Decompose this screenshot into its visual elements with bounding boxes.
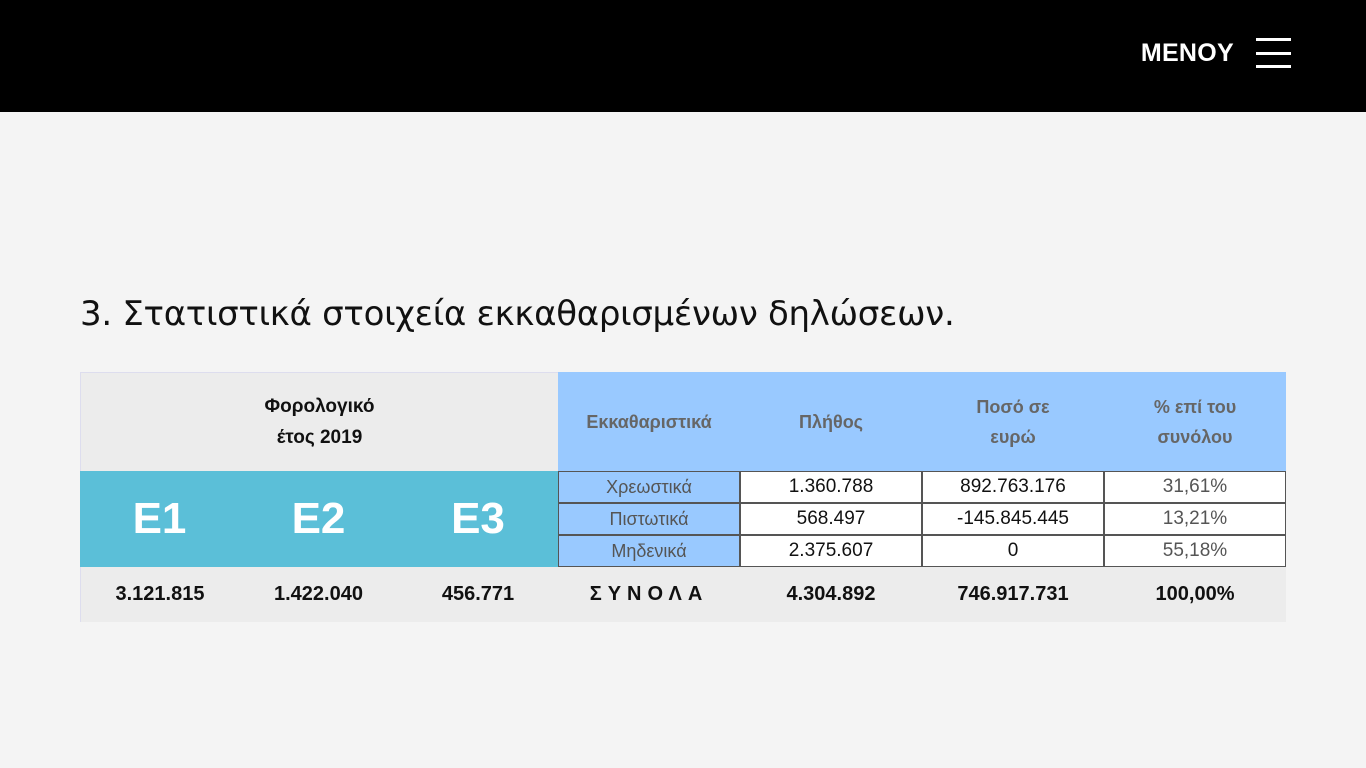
total-percent: 100,00%: [1104, 567, 1286, 622]
menu-button[interactable]: MENOY: [1141, 38, 1291, 68]
row-percent: 13,21%: [1104, 503, 1286, 535]
header-count: Πλήθος: [740, 372, 922, 471]
row-type: Μηδενικά: [558, 535, 740, 567]
total-e2: 1.422.040: [239, 567, 398, 622]
row-type: Πιστωτικά: [558, 503, 740, 535]
row-count: 568.497: [740, 503, 922, 535]
top-bar: MENOY: [0, 0, 1366, 112]
tax-year-header: Φορολογικό έτος 2019: [80, 372, 558, 471]
header-percent-line1: % επί του: [1153, 396, 1237, 417]
row-amount: 0: [922, 535, 1104, 567]
header-amount: Ποσό σε ευρώ: [922, 372, 1104, 471]
total-e3: 456.771: [398, 567, 558, 622]
header-amount-line1: Ποσό σε: [976, 396, 1050, 417]
total-count: 4.304.892: [740, 567, 922, 622]
tax-year-label: Φορολογικό: [264, 396, 375, 417]
row-percent: 55,18%: [1104, 535, 1286, 567]
header-amount-line2: ευρώ: [990, 426, 1036, 447]
section-title: 3. Στατιστικά στοιχεία εκκαθαρισμένων δη…: [80, 294, 955, 335]
header-percent: % επί του συνόλου: [1104, 372, 1286, 471]
header-percent-line2: συνόλου: [1157, 426, 1233, 447]
row-type: Χρεωστικά: [558, 471, 740, 503]
row-count: 1.360.788: [740, 471, 922, 503]
row-amount: -145.845.445: [922, 503, 1104, 535]
menu-label: MENOY: [1140, 38, 1234, 67]
header-type: Εκκαθαριστικά: [558, 372, 740, 471]
total-e1: 3.121.815: [80, 567, 239, 622]
form-e2: E2: [239, 471, 398, 567]
form-e1: E1: [80, 471, 239, 567]
total-amount: 746.917.731: [922, 567, 1104, 622]
row-amount: 892.763.176: [922, 471, 1104, 503]
tax-year-value: έτος 2019: [276, 427, 363, 448]
hamburger-icon: [1256, 38, 1291, 68]
row-percent: 31,61%: [1104, 471, 1286, 503]
form-e3: E3: [398, 471, 558, 567]
row-count: 2.375.607: [740, 535, 922, 567]
totals-label: ΣΥΝΟΛΑ: [558, 567, 740, 622]
statistics-table: Φορολογικό έτος 2019 Εκκαθαριστικά Πλήθος…: [80, 372, 1286, 622]
